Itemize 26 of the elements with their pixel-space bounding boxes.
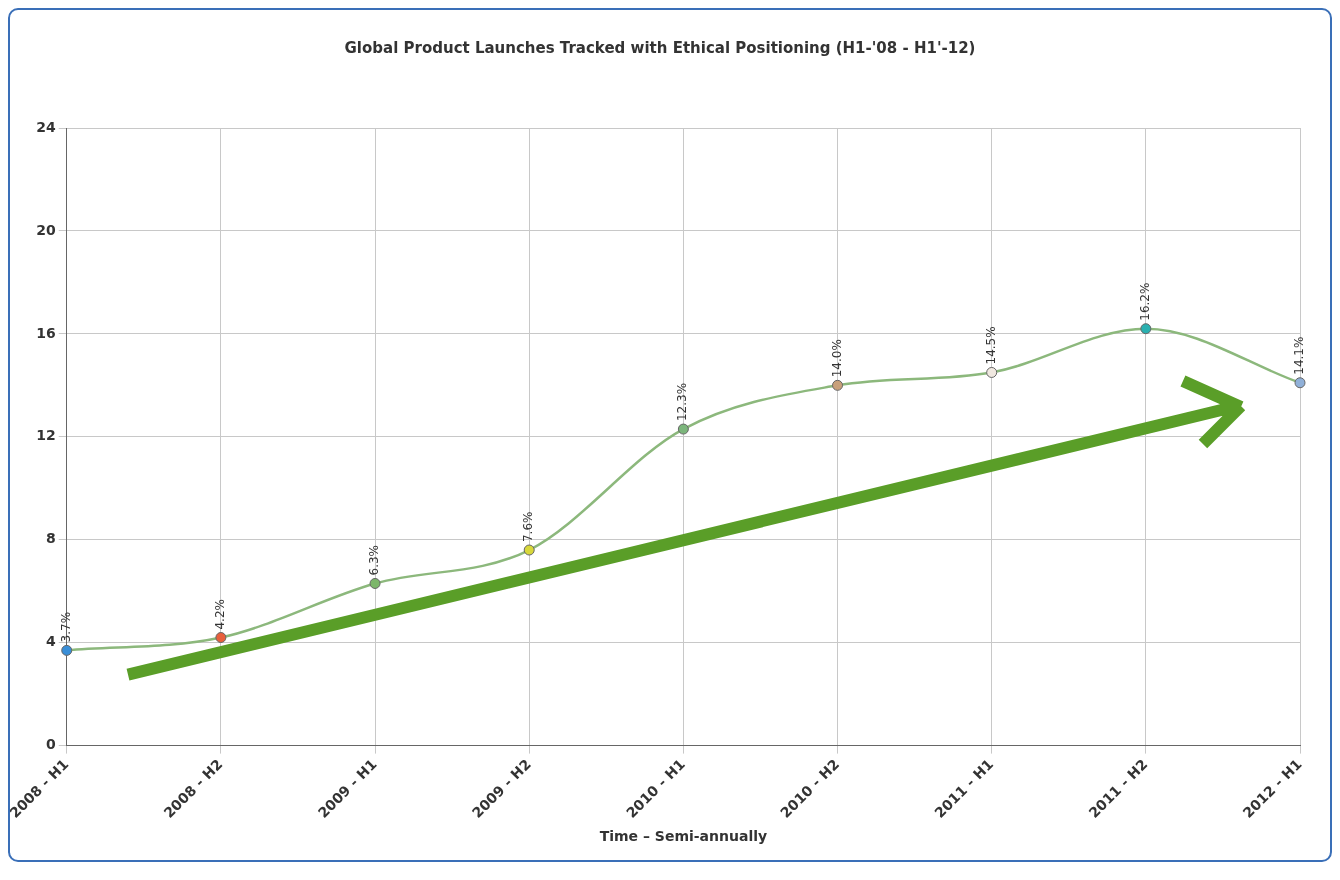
x-axis-title: Time – Semi-annually xyxy=(599,828,768,845)
y-tick-label: 4 xyxy=(45,633,56,650)
point xyxy=(215,632,227,644)
data-label: 14.5% xyxy=(983,326,998,365)
data-label: 14.0% xyxy=(829,339,844,378)
point xyxy=(832,379,844,391)
y-tick-label: 12 xyxy=(36,427,56,444)
y-tick-label: 16 xyxy=(36,324,56,341)
data-label: 7.6% xyxy=(521,511,536,543)
data-label: 3.7% xyxy=(58,611,73,643)
data-label: 12.3% xyxy=(675,382,690,422)
data-label: 6.3% xyxy=(367,544,382,576)
point xyxy=(986,366,998,378)
y-tick-label: 0 xyxy=(45,736,56,753)
y-tick-label: 8 xyxy=(45,530,56,547)
data-label: 4.2% xyxy=(213,599,228,630)
chart-title: Global Product Launches Tracked with Ethical Positioning (H1-'08 - H1'-12) xyxy=(344,38,976,57)
data-label: 16.2% xyxy=(1137,282,1152,321)
point xyxy=(677,423,689,435)
point xyxy=(523,544,535,556)
point xyxy=(1294,377,1306,389)
data-label: 14.1% xyxy=(1292,336,1307,375)
point xyxy=(1140,323,1152,335)
y-tick-label: 24 xyxy=(36,118,56,135)
y-tick-label: 20 xyxy=(36,221,56,238)
point xyxy=(369,577,381,589)
